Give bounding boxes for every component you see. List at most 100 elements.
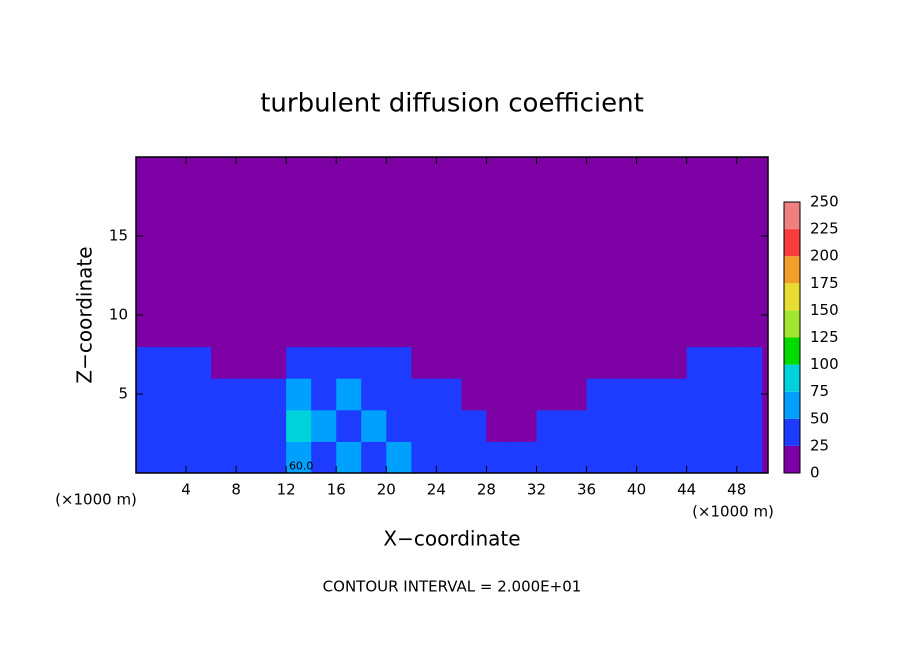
x-tick-label: 32 <box>527 481 546 499</box>
heat-cell <box>636 441 663 474</box>
heat-cell <box>736 157 763 190</box>
heat-cell <box>736 251 763 284</box>
x-tick-label: 28 <box>477 481 496 499</box>
heat-cell <box>536 157 563 190</box>
heat-cell <box>136 157 162 190</box>
colorbar-label: 150 <box>810 301 839 319</box>
heat-cell <box>411 409 437 442</box>
heat-cell <box>386 283 412 316</box>
heat-cell <box>211 157 237 190</box>
x-tick-label: 8 <box>231 481 241 499</box>
heat-cell <box>236 157 262 190</box>
heat-cell <box>361 441 387 474</box>
heat-cell <box>211 315 237 348</box>
heat-cell <box>636 157 663 190</box>
heat-cell <box>311 220 337 253</box>
heat-cell <box>686 251 713 284</box>
heat-cell <box>661 251 688 284</box>
heat-cell <box>161 346 187 379</box>
heat-cell <box>461 283 487 316</box>
colorbar-label: 250 <box>810 193 839 211</box>
heat-cell <box>261 188 287 221</box>
heat-cell <box>586 378 613 411</box>
heat-cell <box>261 157 287 190</box>
x-unit-label: (×1000 m) <box>55 491 137 509</box>
colorbar-label: 0 <box>810 464 820 482</box>
heat-cell <box>461 251 487 284</box>
heat-cell <box>511 378 537 411</box>
y-axis-label: Z−coordinate <box>73 246 97 383</box>
heat-cell <box>461 346 487 379</box>
heat-cell <box>686 346 713 379</box>
heat-cell <box>511 283 537 316</box>
heat-cell <box>236 378 262 411</box>
heat-cell <box>236 188 262 221</box>
heat-cell <box>186 188 212 221</box>
heat-cell <box>311 346 337 379</box>
colorbar-label: 175 <box>810 274 839 292</box>
heat-cell <box>686 157 713 190</box>
heat-cell <box>136 251 162 284</box>
x-tick-label: 12 <box>277 481 296 499</box>
colorbar-label: 100 <box>810 355 839 373</box>
heat-cell <box>711 441 738 474</box>
heat-cell <box>236 251 262 284</box>
x-axis-label: X−coordinate <box>383 527 520 551</box>
heat-cell <box>211 220 237 253</box>
heat-cell <box>611 441 638 474</box>
heat-cell <box>486 315 512 348</box>
heat-cell <box>586 441 613 474</box>
x-tick-label: 24 <box>427 481 446 499</box>
heat-cell <box>386 157 412 190</box>
heat-cell <box>711 378 738 411</box>
chart-title: turbulent diffusion coefficient <box>260 89 644 119</box>
heat-cell <box>636 283 663 316</box>
heat-cell <box>686 315 713 348</box>
heat-cell <box>186 157 212 190</box>
heat-cell <box>336 441 362 474</box>
heat-cell <box>361 409 387 442</box>
heat-cell <box>236 441 262 474</box>
heat-cell <box>511 251 537 284</box>
heat-cell <box>636 251 663 284</box>
heat-cell <box>711 157 738 190</box>
y-tick-label: 5 <box>118 385 128 403</box>
heat-cell <box>686 441 713 474</box>
heat-cell <box>661 378 688 411</box>
footer-note: CONTOUR INTERVAL = 2.000E+01 <box>323 578 582 596</box>
heat-cell <box>661 283 688 316</box>
y-tick-label: 15 <box>109 227 128 245</box>
x-tick-label: 48 <box>727 481 746 499</box>
heat-cell <box>336 188 362 221</box>
heat-cell <box>486 409 512 442</box>
heat-cell <box>511 220 537 253</box>
heat-cell <box>536 283 563 316</box>
colorbar-segment <box>784 391 800 419</box>
heat-cell <box>386 188 412 221</box>
heat-cell <box>186 441 212 474</box>
heat-cell <box>361 188 387 221</box>
heat-cell <box>636 409 663 442</box>
heat-cell <box>161 283 187 316</box>
colorbar-segment <box>784 202 800 230</box>
heat-cell <box>211 283 237 316</box>
heat-cell <box>536 220 563 253</box>
heat-cell <box>336 378 362 411</box>
heat-cell <box>186 378 212 411</box>
heat-cell <box>736 346 763 379</box>
heat-cell <box>711 409 738 442</box>
heat-cell <box>736 441 763 474</box>
heat-cell <box>286 157 312 190</box>
heat-cell <box>336 283 362 316</box>
heat-cell <box>486 346 512 379</box>
heat-cell <box>436 251 462 284</box>
contour-label: 60.0 <box>289 460 314 473</box>
heat-cell <box>411 188 437 221</box>
heat-cell <box>261 378 287 411</box>
x-tick-label: 16 <box>327 481 346 499</box>
heat-cell <box>186 346 212 379</box>
heat-cell <box>511 441 537 474</box>
heat-cell <box>561 251 588 284</box>
heat-cell <box>636 188 663 221</box>
